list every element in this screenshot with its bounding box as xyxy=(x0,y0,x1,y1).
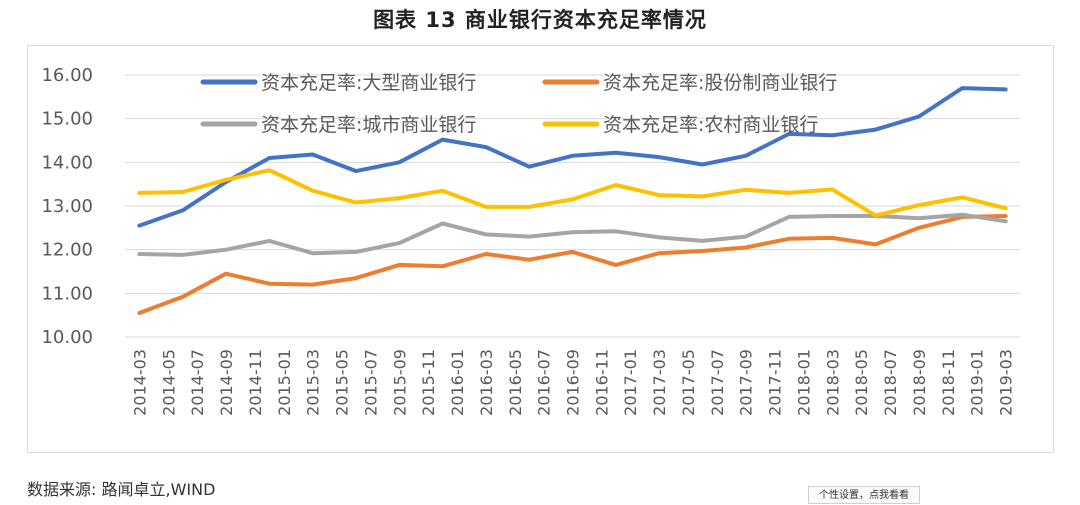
series-line-3 xyxy=(137,168,1008,218)
data-source-note: 数据来源: 路闻卓立,WIND xyxy=(27,480,216,499)
x-tick-label: 2018-03 xyxy=(823,349,842,416)
x-tick-label: 2014-09 xyxy=(217,349,236,416)
y-tick-label: 11.00 xyxy=(41,283,93,304)
line-chart: 10.00 11.00 12.00 13.00 14.00 15.00 16.00 2014… xyxy=(41,65,1020,416)
x-tick-label: 2016-11 xyxy=(592,349,611,416)
x-tick-label: 2014-11 xyxy=(246,349,265,416)
grid-lines xyxy=(125,74,1020,338)
x-tick-label: 2014-05 xyxy=(159,349,178,416)
y-tick-label: 14.00 xyxy=(41,152,93,173)
x-tick-label: 2017-11 xyxy=(766,349,785,416)
x-tick-label: 2016-09 xyxy=(564,349,583,416)
x-tick-label: 2017-05 xyxy=(679,349,698,416)
x-tick-label: 2016-03 xyxy=(477,349,496,416)
x-tick-label: 2015-09 xyxy=(390,349,409,416)
y-tick-label: 15.00 xyxy=(41,109,93,130)
x-tick-label: 2019-03 xyxy=(997,349,1016,416)
x-tick-label: 2018-01 xyxy=(794,349,813,416)
series-line-1 xyxy=(137,214,1008,315)
series-line-0 xyxy=(137,86,1008,228)
x-tick-label: 2018-09 xyxy=(910,349,929,416)
y-axis-ticks: 10.00 11.00 12.00 13.00 14.00 15.00 16.00 xyxy=(41,65,93,348)
y-tick-label: 12.00 xyxy=(41,240,93,261)
legend-label: 资本充足率:城市商业银行 xyxy=(261,114,476,136)
x-tick-label: 2015-11 xyxy=(419,349,438,416)
legend-label: 资本充足率:农村商业银行 xyxy=(603,114,818,136)
x-tick-label: 2019-01 xyxy=(968,349,987,416)
x-tick-label: 2015-01 xyxy=(275,349,294,416)
y-tick-label: 16.00 xyxy=(41,65,93,86)
x-tick-label: 2018-05 xyxy=(852,349,871,416)
series-lines xyxy=(137,86,1008,315)
series-line-2 xyxy=(137,212,1008,257)
x-tick-label: 2015-03 xyxy=(304,349,323,416)
x-tick-label: 2016-07 xyxy=(535,349,554,416)
x-tick-label: 2015-05 xyxy=(333,349,352,416)
x-axis-ticks: 2014-03 2014-05 2014-07 2014-09 2014-11 2015-… xyxy=(130,349,1015,416)
x-tick-label: 2017-09 xyxy=(737,349,756,416)
x-tick-label: 2015-07 xyxy=(361,349,380,416)
x-tick-label: 2017-01 xyxy=(621,349,640,416)
x-tick-label: 2017-07 xyxy=(708,349,727,416)
legend-label: 资本充足率:大型商业银行 xyxy=(261,72,476,94)
settings-button[interactable]: 个性设置，点我看看 xyxy=(808,486,920,504)
x-tick-label: 2014-07 xyxy=(188,349,207,416)
chart-frame xyxy=(27,45,1054,453)
x-tick-label: 2017-03 xyxy=(650,349,669,416)
x-tick-label: 2014-03 xyxy=(130,349,149,416)
x-tick-label: 2018-07 xyxy=(881,349,900,416)
chart-title: 图表 13 商业银行资本充足率情况 xyxy=(373,8,707,32)
x-tick-label: 2018-11 xyxy=(939,349,958,416)
legend-label: 资本充足率:股份制商业银行 xyxy=(603,72,837,94)
y-tick-label: 10.00 xyxy=(41,327,93,348)
y-tick-label: 13.00 xyxy=(41,196,93,217)
x-tick-label: 2016-05 xyxy=(506,349,525,416)
x-tick-label: 2016-01 xyxy=(448,349,467,416)
